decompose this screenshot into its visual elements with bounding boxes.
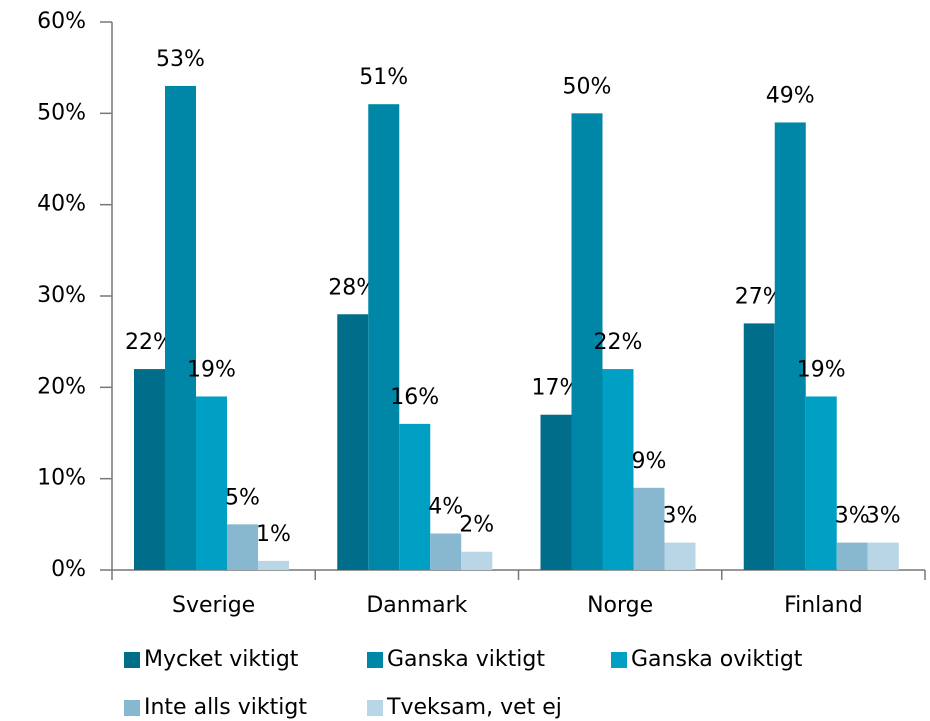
- legend-swatch: [367, 652, 383, 668]
- y-tick-label: 60%: [37, 9, 86, 34]
- x-tick-label: Danmark: [366, 593, 467, 618]
- bar: [134, 369, 165, 570]
- legend-label: Ganska oviktigt: [631, 647, 803, 672]
- legend-label: Ganska viktigt: [387, 647, 545, 672]
- bar: [258, 560, 289, 570]
- x-tick-label: Sverige: [172, 593, 255, 618]
- y-tick-label: 50%: [37, 100, 86, 125]
- bar: [743, 323, 775, 570]
- legend-swatch: [367, 700, 383, 716]
- legend-label: Inte alls viktigt: [144, 695, 307, 720]
- data-label: 1%: [256, 522, 291, 547]
- legend-label: Mycket viktigt: [144, 647, 299, 672]
- bar: [337, 314, 369, 570]
- bar: [165, 85, 196, 570]
- legend-swatch: [124, 700, 140, 716]
- legend-swatch: [611, 652, 627, 668]
- data-label: 4%: [428, 494, 463, 519]
- data-label: 5%: [225, 485, 260, 510]
- x-tick-label: Finland: [784, 593, 863, 618]
- y-tick-label: 10%: [37, 466, 86, 491]
- bar: [461, 551, 493, 570]
- bar: [368, 104, 400, 570]
- data-label: 51%: [359, 65, 408, 90]
- bar: [227, 524, 258, 570]
- bar: [867, 542, 899, 570]
- y-tick-label: 40%: [37, 192, 86, 217]
- data-label: 9%: [632, 449, 667, 474]
- data-label: 16%: [390, 385, 439, 410]
- data-label: 49%: [766, 83, 815, 108]
- y-tick-label: 20%: [37, 374, 86, 399]
- bar: [430, 533, 462, 570]
- y-tick-label: 30%: [37, 283, 86, 308]
- bar: [602, 369, 634, 570]
- data-label: 50%: [563, 74, 612, 99]
- data-label: 22%: [594, 330, 643, 355]
- data-label: 3%: [866, 504, 901, 529]
- x-tick-label: Norge: [587, 593, 653, 618]
- data-label: 3%: [835, 504, 870, 529]
- y-tick-label: 0%: [51, 557, 86, 582]
- data-label: 3%: [663, 504, 698, 529]
- bar: [664, 542, 696, 570]
- legend-swatch: [124, 652, 140, 668]
- bar: [196, 396, 227, 570]
- bar: [540, 414, 572, 570]
- data-label: 19%: [187, 357, 236, 382]
- bar: [805, 396, 837, 570]
- legend-label: Tveksam, vet ej: [386, 695, 562, 720]
- data-label: 53%: [156, 47, 205, 72]
- bar: [399, 423, 431, 570]
- bar: [633, 487, 665, 570]
- bar: [571, 113, 603, 570]
- bar: [836, 542, 868, 570]
- data-label: 19%: [797, 357, 846, 382]
- bar: [774, 122, 806, 570]
- data-label: 2%: [459, 513, 494, 538]
